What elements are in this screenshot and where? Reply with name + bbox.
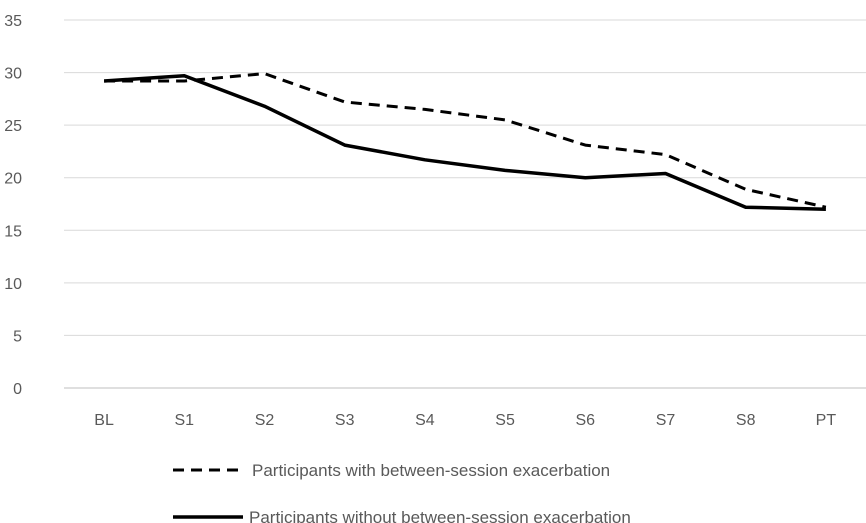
y-tick-label: 25 (4, 118, 22, 135)
x-tick-label: S7 (656, 412, 676, 429)
series-line-without-exacerbation (103, 73, 826, 212)
x-tick-label: S8 (736, 412, 756, 429)
y-tick-label: 0 (13, 381, 22, 398)
y-tick-label: 20 (4, 171, 22, 188)
x-tick-label: S4 (415, 412, 435, 429)
y-tick-label: 35 (4, 13, 22, 30)
y-tick-label: 30 (4, 66, 22, 83)
x-tick-label: S5 (495, 412, 515, 429)
x-tick-label: PT (816, 412, 837, 429)
x-tick-label: S1 (175, 412, 195, 429)
legend-item-with-exacerbation: Participants with between-session exacer… (173, 461, 610, 480)
x-tick-label: S6 (576, 412, 596, 429)
x-tick-label: S3 (335, 412, 355, 429)
series-line-with-exacerbation (104, 72, 827, 209)
legend: Participants with between-session exacer… (173, 461, 631, 523)
x-tick-label: S2 (255, 412, 275, 429)
series-lines (103, 72, 827, 212)
legend-label-without-exacerbation: Participants without between-session exa… (249, 508, 631, 523)
y-tick-label: 15 (4, 223, 22, 240)
legend-label-with-exacerbation: Participants with between-session exacer… (252, 461, 610, 480)
y-tick-label: 10 (4, 276, 22, 293)
gridlines (64, 19, 866, 389)
legend-item-without-exacerbation: Participants without between-session exa… (173, 508, 631, 523)
y-axis: 0 5 10 15 20 25 30 35 (4, 13, 22, 398)
x-tick-label: BL (94, 412, 114, 429)
x-axis: BL S1 S2 S3 S4 S5 S6 S7 S8 PT (94, 412, 836, 429)
y-tick-label: 5 (13, 328, 22, 345)
